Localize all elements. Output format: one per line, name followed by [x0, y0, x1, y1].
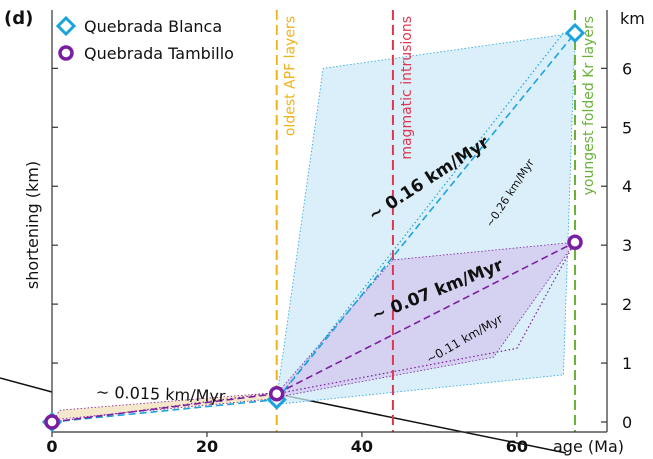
point-tambillo [567, 234, 583, 250]
y-axis-label: shortening (km) [23, 161, 42, 289]
legend-entry-blanca: Quebrada Blanca [55, 15, 222, 37]
axis-ticks: 0 20 40 60 0 1 2 3 4 5 6 [46, 59, 632, 456]
point-tambillo [44, 414, 60, 430]
point-tambillo [268, 385, 285, 402]
event-label-apf: oldest APF layers [283, 16, 299, 136]
y-tick-label: 6 [622, 59, 632, 78]
rate-line-blanca-2 [51, 398, 277, 423]
diamond-icon [55, 15, 77, 37]
rate-line-tambillo-6 [51, 391, 277, 423]
section-trace-right [281, 394, 567, 454]
rate-line-tambillo-3 [276, 241, 576, 395]
y-tick-label: 4 [622, 177, 632, 196]
event-label-kr: youngest folded Kr layers [581, 16, 597, 195]
rate-line-blanca-1 [276, 32, 564, 400]
y-tick-label: 5 [622, 118, 632, 137]
y-tick-label: 0 [622, 413, 632, 432]
legend-label: Quebrada Tambillo [84, 44, 234, 63]
circle-icon [58, 45, 74, 61]
legend-label: Quebrada Blanca [84, 17, 222, 36]
event-label-intrusion: magmatic intrusions [399, 16, 415, 160]
x-tick-label: 20 [196, 437, 218, 456]
data-markers [41, 22, 586, 433]
uncertainty-bands [50, 32, 576, 423]
y-tick-label: 1 [622, 354, 632, 373]
legend-entry-tambillo: Quebrada Tambillo [58, 44, 234, 63]
panel-label: (d) [4, 8, 33, 29]
legend: Quebrada Blanca Quebrada Tambillo [54, 12, 276, 66]
section-trace-left [0, 377, 53, 393]
rate-line-blanca-0 [276, 32, 576, 401]
x-tick-label: 0 [46, 437, 57, 456]
rate-line-tambillo-4 [276, 241, 576, 395]
x-tick-label: 60 [506, 437, 528, 456]
legend-background [54, 12, 276, 66]
rate-lines [51, 32, 576, 423]
x-tick-label: 40 [351, 437, 373, 456]
point-blanca [564, 22, 586, 44]
x-axis-label: age (Ma) [553, 437, 624, 456]
y-tick-label: 2 [622, 295, 632, 314]
event-lines: oldest APF layers magmatic intrusions youn… [275, 10, 597, 432]
y-tick-label: 3 [622, 236, 632, 255]
y-unit-label: km [620, 9, 645, 28]
rate-annotation: ~ 0.015 km/Myr [96, 382, 226, 406]
